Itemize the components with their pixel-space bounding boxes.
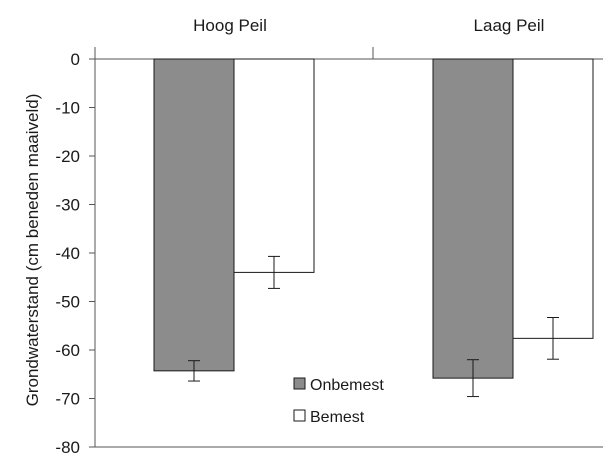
category-label: Hoog Peil: [193, 16, 267, 35]
y-tick-label: 0: [71, 50, 80, 69]
bars-group: [153, 58, 594, 379]
y-tick-label: -30: [55, 196, 80, 215]
y-tick-label: -40: [55, 244, 80, 263]
bar-onbemest-2: [432, 58, 514, 379]
legend-item-bemest: Bemest: [293, 409, 365, 426]
error-bar-bemest-1: [268, 255, 280, 289]
legend-item-onbemest: Onbemest: [293, 377, 384, 394]
y-tick-label: -70: [55, 390, 80, 409]
y-tick-label: -50: [55, 293, 80, 312]
legend-label: Bemest: [310, 409, 365, 426]
legend-swatch: [293, 377, 306, 390]
y-axis-title: Grondwaterstand (cm beneden maaiveld): [23, 94, 42, 407]
legend-swatch: [293, 409, 306, 422]
error-bars-group: [188, 255, 559, 398]
bar-bemest-2: [512, 58, 594, 339]
error-bar-onbemest-2: [467, 359, 479, 398]
legend: Onbemest Bemest: [293, 377, 384, 426]
y-axis-ticks: 0 -10 -20 -30 -40 -50 -60 -70 -80: [55, 50, 95, 454]
legend-label: Onbemest: [310, 377, 384, 394]
y-tick-label: -80: [55, 438, 80, 454]
category-label: Laag Peil: [474, 16, 545, 35]
bar-bemest-1: [233, 58, 315, 273]
y-tick-label: -20: [55, 147, 80, 166]
error-bar-onbemest-1: [188, 360, 200, 382]
error-bar-bemest-2: [547, 317, 559, 360]
bar-onbemest-1: [153, 58, 235, 372]
y-tick-label: -10: [55, 99, 80, 118]
category-labels: Hoog Peil Laag Peil: [193, 16, 544, 35]
y-tick-label: -60: [55, 341, 80, 360]
